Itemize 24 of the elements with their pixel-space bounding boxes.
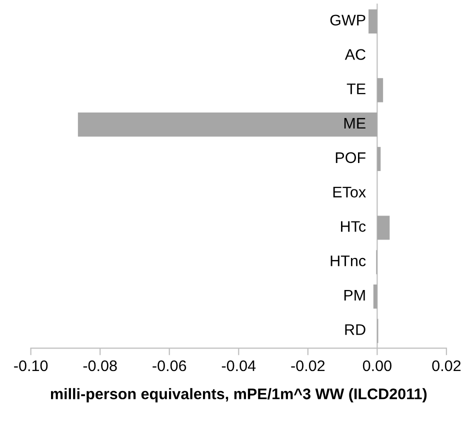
bar xyxy=(373,284,378,309)
bar xyxy=(377,216,390,240)
y-tick-label: HTnc xyxy=(330,256,366,266)
y-tick-label: RD xyxy=(345,324,366,335)
x-tick-label: -0.02 xyxy=(291,360,325,372)
x-tick-label: -0.08 xyxy=(83,360,117,372)
x-tick-label: -0.06 xyxy=(152,360,186,372)
y-tick-label: POF xyxy=(336,152,366,164)
y-tick-label: PM xyxy=(344,290,365,301)
bar xyxy=(78,112,378,137)
y-tick-label: HTc xyxy=(341,221,366,232)
x-tick-label: -0.04 xyxy=(222,360,256,372)
y-tick-label: ME xyxy=(344,118,366,129)
bar xyxy=(377,146,381,172)
x-tick-label: -0.10 xyxy=(14,360,48,372)
x-tick-label: 0.02 xyxy=(432,360,461,372)
y-tick-label: GWP xyxy=(330,14,366,26)
bar xyxy=(377,78,384,102)
x-tick-label: 0.00 xyxy=(362,360,392,372)
x-axis-title: milli-person equivalents, mPE/1m^3 WW (ILCD2011) xyxy=(50,388,427,402)
y-tick-label: TE xyxy=(346,84,366,94)
bar xyxy=(368,9,378,34)
y-tick-label: AC xyxy=(344,49,366,60)
y-tick-label: ETox xyxy=(333,186,366,198)
